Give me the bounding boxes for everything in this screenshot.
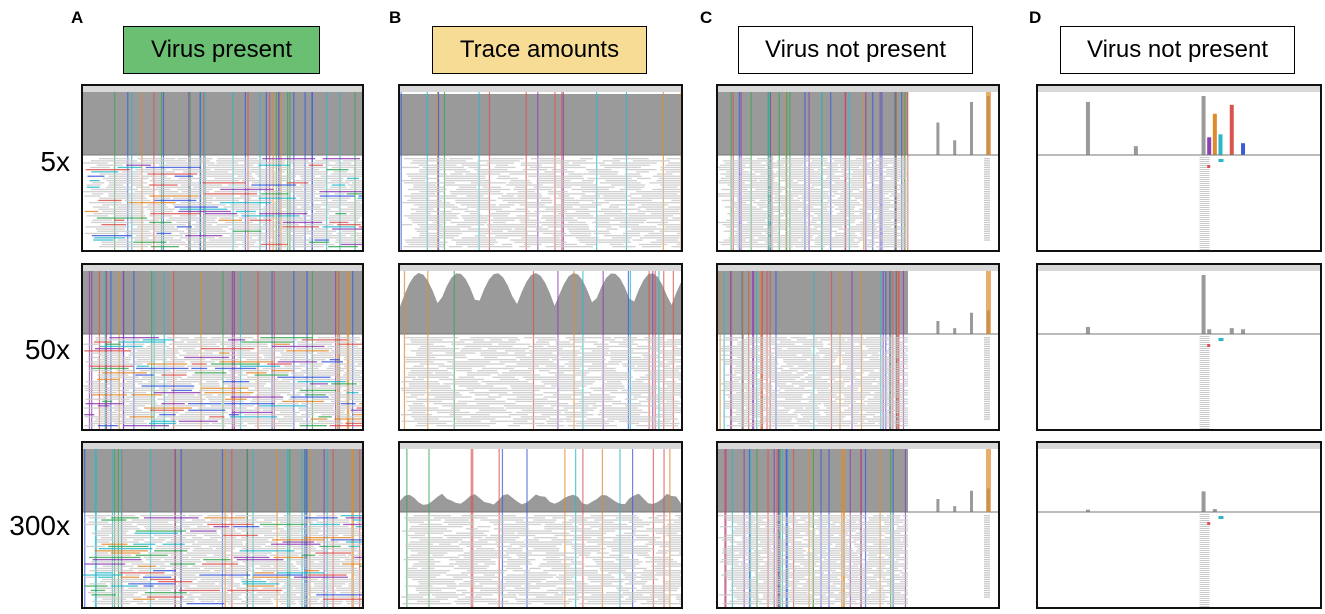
column-header-virus-not-present-c: Virus not present: [738, 26, 973, 74]
alignment-plot: [83, 265, 362, 429]
alignment-view-b-5x: [398, 84, 683, 252]
alignment-view-c-50x: [716, 263, 1000, 431]
alignment-view-c-5x: [716, 84, 1000, 252]
alignment-plot: [83, 443, 362, 607]
alignment-plot: [1038, 86, 1320, 250]
alignment-view-b-300x: [398, 441, 683, 609]
alignment-view-b-50x: [398, 263, 683, 431]
alignment-plot: [83, 86, 362, 250]
column-header-virus-present: Virus present: [123, 26, 320, 74]
alignment-view-c-300x: [716, 441, 1000, 609]
panel-letter-d: D: [1029, 8, 1042, 27]
alignment-plot: [718, 86, 998, 250]
alignment-plot: [400, 443, 681, 607]
coverage-profile: [400, 94, 681, 155]
alignment-plot: [718, 443, 998, 607]
alignment-view-d-5x: [1036, 84, 1322, 252]
panel-letter-b: B: [389, 8, 402, 27]
alignment-plot: [1038, 443, 1320, 607]
alignment-plot: [1038, 265, 1320, 429]
column-header-virus-not-present-d: Virus not present: [1060, 26, 1295, 74]
row-label-5x: 5x: [40, 146, 70, 177]
alignment-view-d-300x: [1036, 441, 1322, 609]
alignment-view-a-300x: [81, 441, 364, 609]
alignment-view-a-5x: [81, 84, 364, 252]
alignment-plot: [400, 86, 681, 250]
alignment-view-d-50x: [1036, 263, 1322, 431]
alignment-view-a-50x: [81, 263, 364, 431]
alignment-plot: [400, 265, 681, 429]
row-label-300x: 300x: [9, 510, 70, 541]
row-label-50x: 50x: [24, 334, 70, 365]
coverage-track: [718, 92, 908, 155]
panel-letter-a: A: [71, 8, 84, 27]
alignment-plot: [718, 265, 998, 429]
coverage-track: [718, 271, 908, 334]
coverage-track: [83, 92, 362, 155]
coverage-profile: [400, 273, 681, 334]
column-header-trace-amounts: Trace amounts: [432, 26, 647, 74]
coverage-profile: [400, 493, 681, 512]
panel-letter-c: C: [700, 8, 713, 27]
